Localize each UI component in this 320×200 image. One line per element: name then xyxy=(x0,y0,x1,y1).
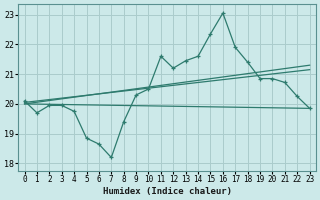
X-axis label: Humidex (Indice chaleur): Humidex (Indice chaleur) xyxy=(103,187,232,196)
